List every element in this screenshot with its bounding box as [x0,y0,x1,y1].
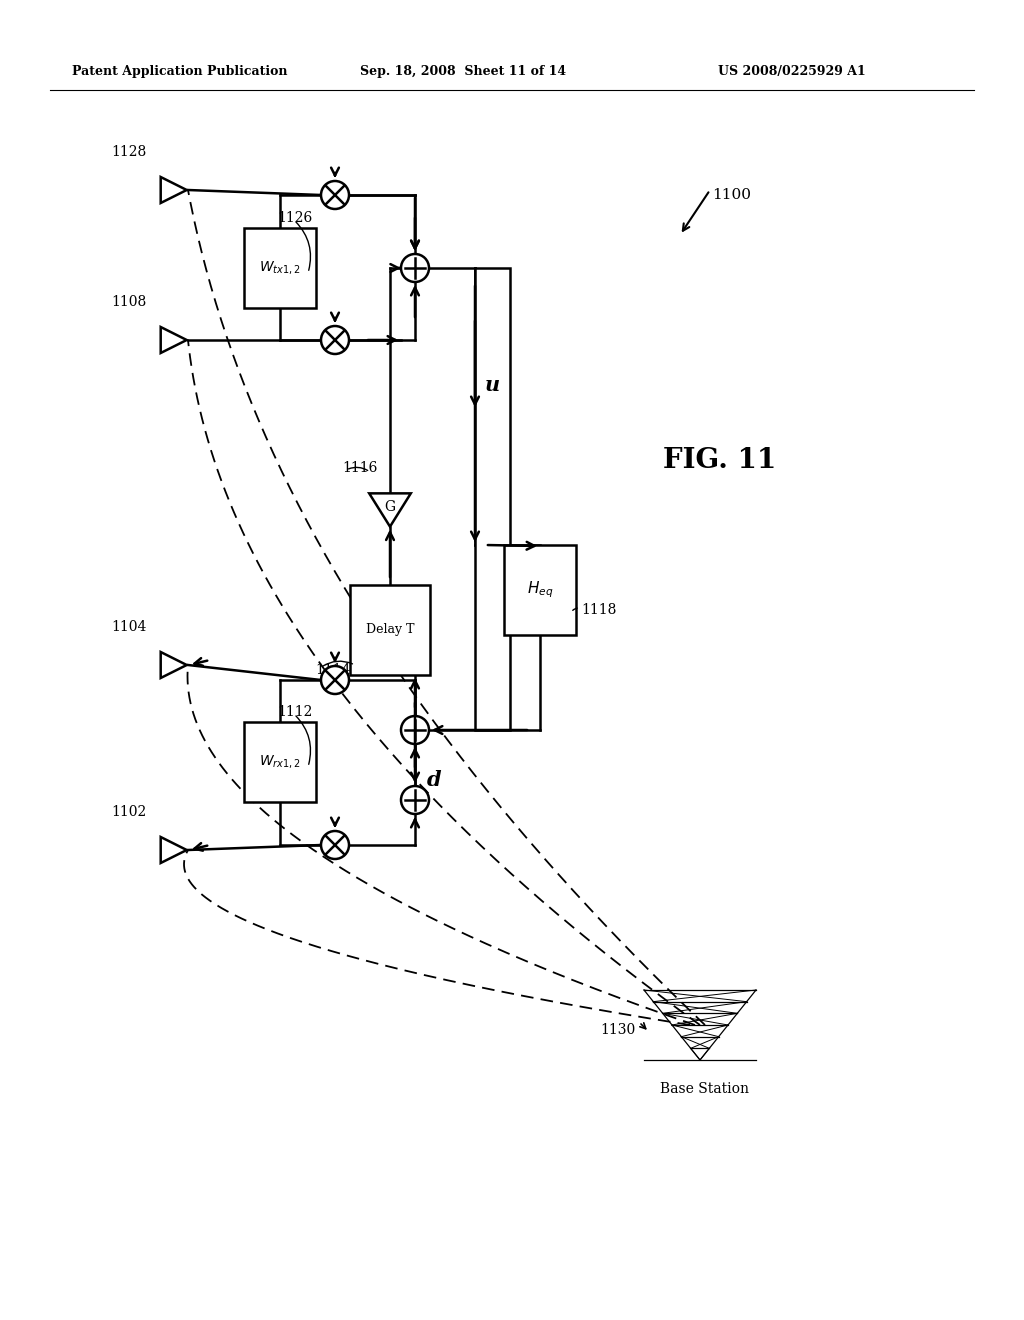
Text: 1102: 1102 [112,805,147,818]
Text: $H_{eq}$: $H_{eq}$ [526,579,553,601]
Text: Delay T: Delay T [366,623,415,636]
Text: FIG. 11: FIG. 11 [664,446,776,474]
Text: G: G [384,500,395,513]
Text: Base Station: Base Station [660,1082,750,1096]
Circle shape [401,253,429,282]
Circle shape [401,715,429,744]
Text: 1112: 1112 [278,705,312,719]
Text: US 2008/0225929 A1: US 2008/0225929 A1 [718,66,865,78]
Polygon shape [161,177,186,203]
Text: Patent Application Publication: Patent Application Publication [72,66,288,78]
Polygon shape [161,327,186,352]
Bar [504,545,575,635]
Text: 1118: 1118 [581,603,616,616]
Circle shape [321,832,349,859]
Text: $W_{tx1,2}$: $W_{tx1,2}$ [259,260,301,276]
Text: 1126: 1126 [278,211,312,224]
Bar [475,268,510,730]
Bar [244,722,316,803]
Text: 1104: 1104 [112,620,147,634]
Text: Sep. 18, 2008  Sheet 11 of 14: Sep. 18, 2008 Sheet 11 of 14 [360,66,566,78]
Text: 1100: 1100 [712,187,751,202]
Text: 1130: 1130 [601,1023,636,1038]
Circle shape [401,785,429,814]
Polygon shape [161,652,186,678]
Circle shape [321,326,349,354]
Circle shape [321,181,349,209]
Text: 1108: 1108 [112,294,147,309]
Text: 1114: 1114 [315,663,350,677]
Bar [244,228,316,308]
Text: $W_{rx1,2}$: $W_{rx1,2}$ [259,754,301,771]
Polygon shape [161,837,186,863]
Bar [350,585,430,675]
Text: u: u [485,375,500,395]
Text: 1128: 1128 [112,145,147,158]
Text: d: d [427,770,441,789]
Text: 1116: 1116 [342,461,378,475]
Circle shape [321,667,349,694]
Polygon shape [370,494,411,527]
